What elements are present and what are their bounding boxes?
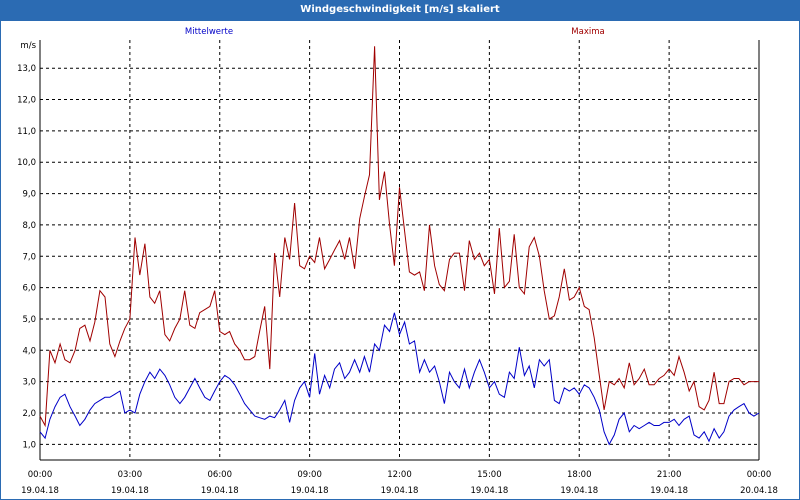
- y-tick-label: 8,0: [22, 221, 36, 231]
- y-tick-label: 9,0: [22, 190, 36, 200]
- x-tick-time: 00:00: [747, 470, 772, 480]
- y-tick-label: 13,0: [17, 64, 36, 74]
- y-tick-label: 1,0: [22, 440, 36, 450]
- x-tick-time: 18:00: [567, 470, 592, 480]
- y-tick-label: 7,0: [22, 252, 36, 262]
- y-axis-label: m/s: [20, 41, 36, 51]
- y-tick-label: 11,0: [17, 127, 36, 137]
- y-tick-label: 3,0: [22, 378, 36, 388]
- x-tick-date: 19.04.18: [381, 486, 419, 496]
- x-tick-date: 19.04.18: [111, 486, 149, 496]
- y-tick-label: 6,0: [22, 284, 36, 294]
- series-line-maxima: [39, 46, 759, 428]
- x-tick-date: 19.04.18: [470, 486, 508, 496]
- y-tick-label: 5,0: [22, 315, 36, 325]
- x-tick-time: 09:00: [297, 470, 322, 480]
- x-tick-time: 21:00: [657, 470, 682, 480]
- window-title: Windgeschwindigkeit [m/s] skaliert: [0, 0, 800, 20]
- x-tick-date: 19.04.18: [650, 486, 688, 496]
- y-tick-label: 2,0: [22, 409, 36, 419]
- x-tick-time: 00:00: [28, 470, 53, 480]
- x-tick-time: 06:00: [208, 470, 233, 480]
- x-tick-time: 12:00: [387, 470, 412, 480]
- x-tick-date: 19.04.18: [201, 486, 239, 496]
- y-tick-label: 10,0: [17, 158, 36, 168]
- legend-maxima: Maxima: [571, 27, 604, 37]
- x-tick-date: 19.04.18: [21, 486, 59, 496]
- x-tick-date: 19.04.18: [291, 486, 329, 496]
- x-tick-time: 03:00: [118, 470, 143, 480]
- x-tick-time: 15:00: [477, 470, 502, 480]
- y-tick-label: 4,0: [22, 346, 36, 356]
- x-tick-date: 19.04.18: [560, 486, 598, 496]
- legend-mittelwerte: Mittelwerte: [185, 27, 233, 37]
- x-tick-date: 20.04.18: [740, 486, 778, 496]
- series-line-mittelwerte: [39, 312, 760, 446]
- y-tick-label: 12,0: [17, 96, 36, 106]
